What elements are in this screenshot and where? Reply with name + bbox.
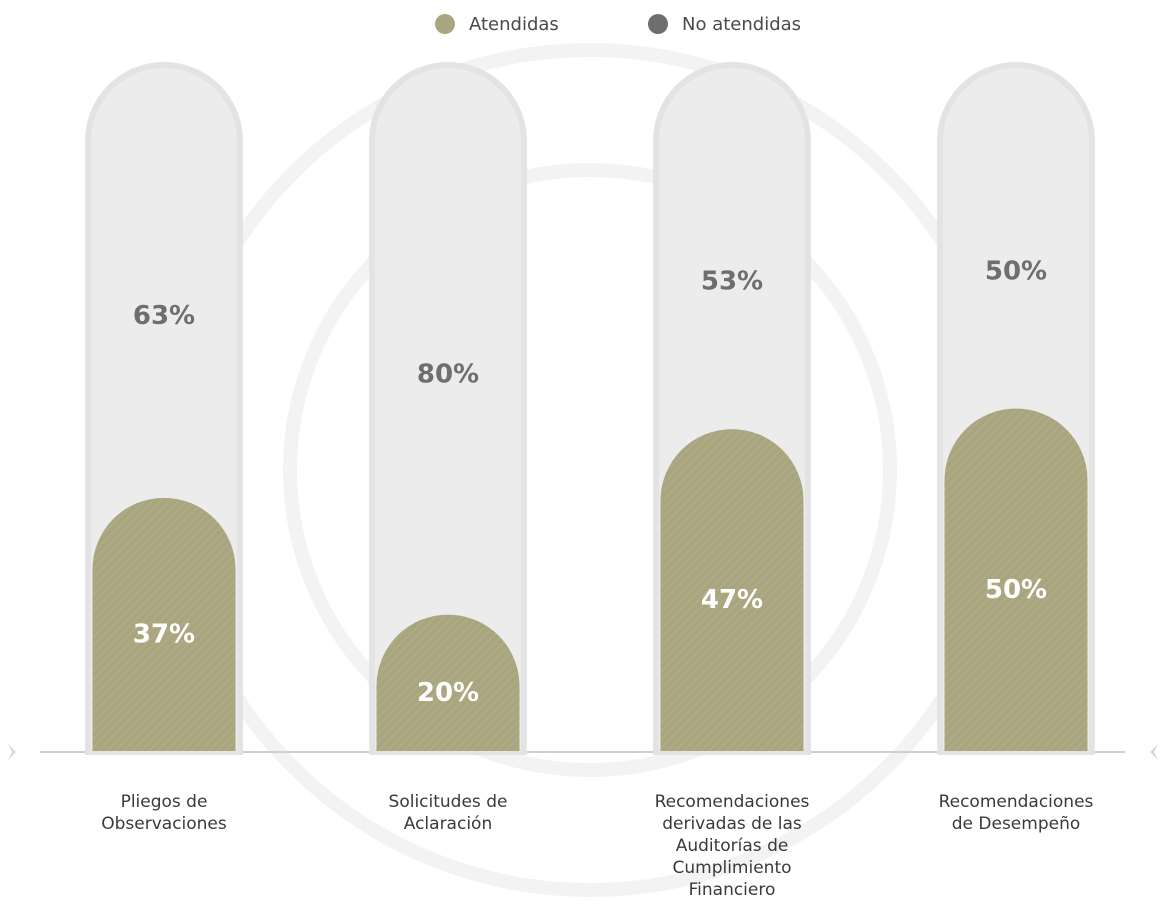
value-label: 50% bbox=[985, 256, 1047, 286]
category-label: Solicitudes de Aclaración bbox=[388, 792, 508, 834]
legend-label: No atendidas bbox=[682, 14, 801, 35]
bar-not-attended bbox=[369, 62, 527, 755]
watermark bbox=[163, 43, 1017, 897]
right-ornament bbox=[1150, 744, 1158, 760]
value-label: 80% bbox=[417, 359, 479, 389]
value-label: 37% bbox=[133, 619, 195, 649]
value-label: 50% bbox=[985, 575, 1047, 605]
legend-label: Atendidas bbox=[469, 14, 559, 35]
left-ornament bbox=[8, 744, 16, 760]
value-label: 20% bbox=[417, 678, 479, 708]
category-label: Recomendaciones de Desempeño bbox=[938, 792, 1094, 834]
bar-attended bbox=[660, 429, 804, 751]
category-label: Pliegos de Observaciones bbox=[101, 792, 227, 834]
bar-attended bbox=[376, 614, 520, 751]
bar-attended bbox=[92, 497, 236, 751]
category-label: Recomendaciones derivadas de las Auditor… bbox=[654, 792, 810, 900]
value-label: 63% bbox=[133, 301, 195, 331]
value-label: 53% bbox=[701, 267, 763, 297]
bar-attended bbox=[944, 408, 1088, 751]
legend-swatch bbox=[435, 14, 455, 34]
value-label: 47% bbox=[701, 585, 763, 615]
legend-swatch bbox=[648, 14, 668, 34]
